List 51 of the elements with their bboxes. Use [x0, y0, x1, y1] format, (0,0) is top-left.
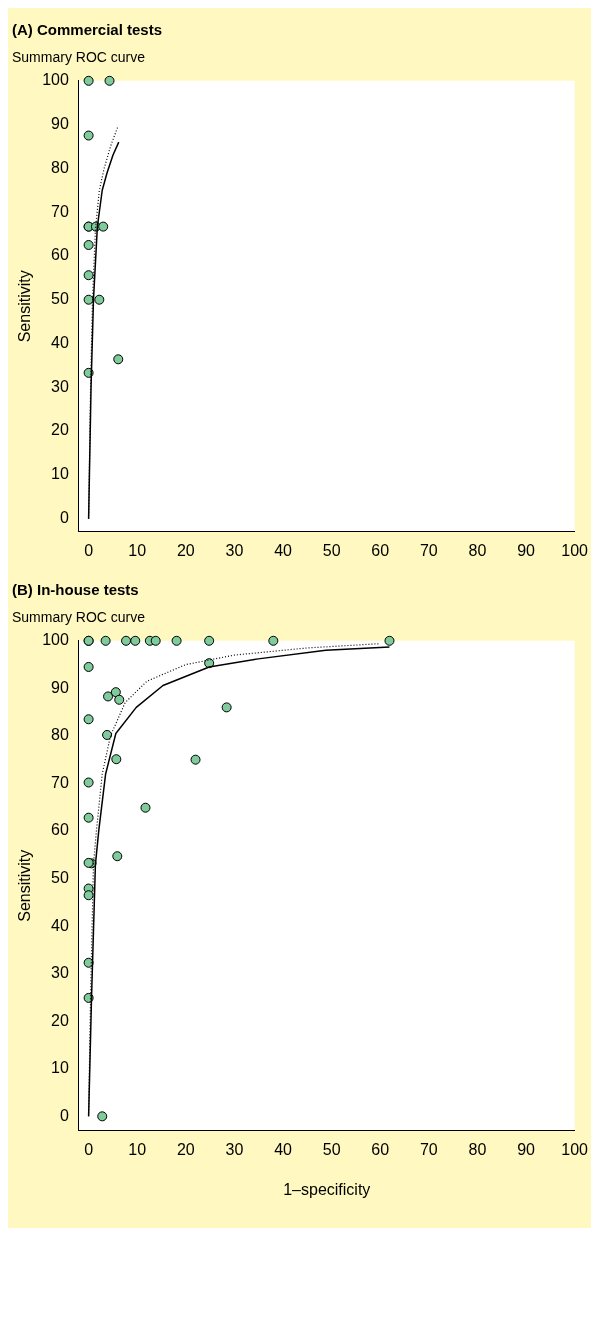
x-tick-label: 90	[517, 541, 536, 559]
x-tick-label: 10	[128, 541, 147, 559]
x-tick-label: 70	[419, 541, 438, 559]
y-tick-label: 70	[51, 202, 69, 220]
y-tick-label: 80	[51, 726, 69, 744]
y-tick-label: 90	[51, 678, 69, 696]
y-tick-label: 60	[51, 821, 69, 839]
y-axis-title: Sensitivity	[16, 849, 34, 922]
x-axis-title: 1–specificity	[283, 1180, 371, 1198]
y-tick-label: 100	[42, 71, 69, 89]
y-tick-label: 60	[51, 246, 69, 264]
y-tick-label: 50	[51, 868, 69, 886]
y-tick-label: 10	[51, 1059, 69, 1077]
y-tick-label: 30	[51, 377, 69, 395]
y-tick-label: 0	[59, 1106, 69, 1124]
x-tick-label: 100	[561, 541, 589, 559]
y-tick-label: 30	[51, 964, 69, 982]
y-tick-label: 40	[51, 916, 69, 934]
x-tick-label: 90	[517, 1140, 536, 1158]
y-tick-label: 20	[51, 1011, 69, 1029]
y-tick-label: 100	[42, 631, 69, 649]
y-tick-label: 10	[51, 465, 69, 483]
x-tick-label: 70	[419, 1140, 438, 1158]
x-tick-label: 40	[274, 541, 293, 559]
x-tick-label: 60	[371, 1140, 390, 1158]
x-tick-label: 40	[274, 1140, 293, 1158]
y-tick-label: 90	[51, 114, 69, 132]
x-tick-label: 0	[84, 541, 94, 559]
x-tick-label: 50	[322, 1140, 341, 1158]
y-tick-label: 40	[51, 333, 69, 351]
chart-title: (B) In-house tests	[12, 581, 139, 599]
y-axis-title: Sensitivity	[16, 270, 34, 343]
x-tick-label: 60	[371, 541, 390, 559]
y-tick-label: 80	[51, 158, 69, 176]
x-tick-label: 10	[128, 1140, 147, 1158]
x-tick-label: 100	[561, 1140, 589, 1158]
chart-title: (A) Commercial tests	[12, 21, 163, 39]
y-tick-label: 70	[51, 773, 69, 791]
y-tick-label: 50	[51, 290, 69, 308]
x-tick-label: 30	[225, 541, 244, 559]
chart-subtitle: Summary ROC curve	[12, 49, 146, 66]
x-tick-label: 20	[176, 541, 195, 559]
y-tick-label: 0	[59, 509, 69, 527]
chart-subtitle: Summary ROC curve	[12, 609, 146, 626]
x-tick-label: 20	[176, 1140, 195, 1158]
x-tick-label: 30	[225, 1140, 244, 1158]
x-tick-label: 80	[468, 541, 487, 559]
x-tick-label: 50	[322, 541, 341, 559]
y-tick-label: 20	[51, 421, 69, 439]
x-tick-label: 0	[84, 1140, 94, 1158]
x-tick-label: 80	[468, 1140, 487, 1158]
